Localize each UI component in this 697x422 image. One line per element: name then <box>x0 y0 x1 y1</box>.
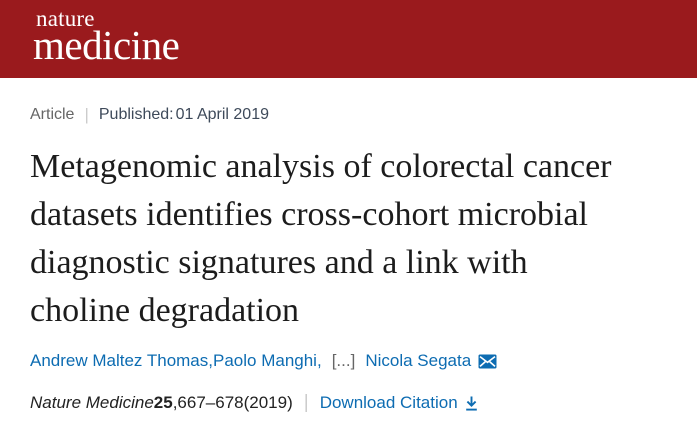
published-date: 01 April 2019 <box>175 106 269 123</box>
citation-journal: Nature Medicine <box>30 393 154 412</box>
title-line: diagnostic signatures and a link with <box>30 244 528 281</box>
author-link-paolo-manghi[interactable]: Paolo Manghi <box>213 351 317 370</box>
title-line: Metagenomic analysis of colorectal cance… <box>30 148 612 185</box>
download-citation-label: Download Citation <box>319 393 458 412</box>
published-info: Published: 01 April 2019 <box>99 106 269 124</box>
page-title: Metagenomic analysis of colorectal cance… <box>30 143 672 335</box>
meta-separator: | <box>84 105 89 124</box>
title-line: datasets identifies cross-cohort microbi… <box>30 196 588 233</box>
journal-banner: nature medicine <box>0 0 697 78</box>
authors-ellipsis[interactable]: [...] <box>331 351 356 370</box>
download-icon <box>464 395 479 412</box>
author-separator: , <box>208 351 213 370</box>
citation-pages-year: ,667–678(2019) <box>172 393 293 412</box>
published-label: Published: <box>98 106 174 123</box>
journal-logo-nature: nature <box>36 6 95 31</box>
article-header: Article | Published: 01 April 2019 Metage… <box>0 105 697 414</box>
download-citation-link[interactable]: Download Citation <box>320 393 479 413</box>
article-meta-row: Article | Published: 01 April 2019 <box>30 105 672 125</box>
article-type-label: Article <box>30 106 75 123</box>
envelope-icon[interactable] <box>478 354 497 369</box>
citation-row: Nature Medicine 25,667–678(2019) | Downlo… <box>30 392 672 414</box>
citation-volume: 25 <box>153 393 173 412</box>
journal-logo[interactable]: nature medicine <box>33 6 180 68</box>
title-line: choline degradation <box>30 292 300 329</box>
authors-row: Andrew Maltez Thomas, Paolo Manghi, [...]… <box>30 351 672 371</box>
journal-logo-medicine: medicine <box>33 22 180 68</box>
citation-separator: | <box>303 392 309 413</box>
author-link-andrew-maltez-thomas[interactable]: Andrew Maltez Thomas <box>30 351 209 370</box>
author-link-nicola-segata[interactable]: Nicola Segata <box>365 351 472 370</box>
author-separator: , <box>316 351 322 370</box>
